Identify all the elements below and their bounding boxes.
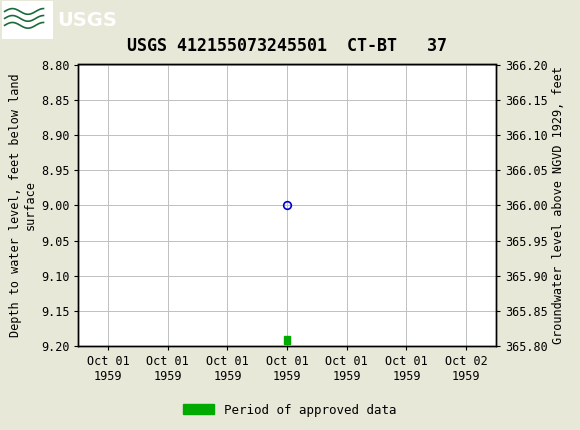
- Y-axis label: Groundwater level above NGVD 1929, feet: Groundwater level above NGVD 1929, feet: [552, 66, 565, 344]
- Text: USGS: USGS: [57, 11, 117, 30]
- FancyBboxPatch shape: [3, 3, 52, 38]
- Y-axis label: Depth to water level, feet below land
surface: Depth to water level, feet below land su…: [9, 74, 37, 337]
- Title: USGS 412155073245501  CT-BT   37: USGS 412155073245501 CT-BT 37: [127, 37, 447, 55]
- Legend: Period of approved data: Period of approved data: [178, 399, 402, 421]
- Bar: [284, 335, 290, 344]
